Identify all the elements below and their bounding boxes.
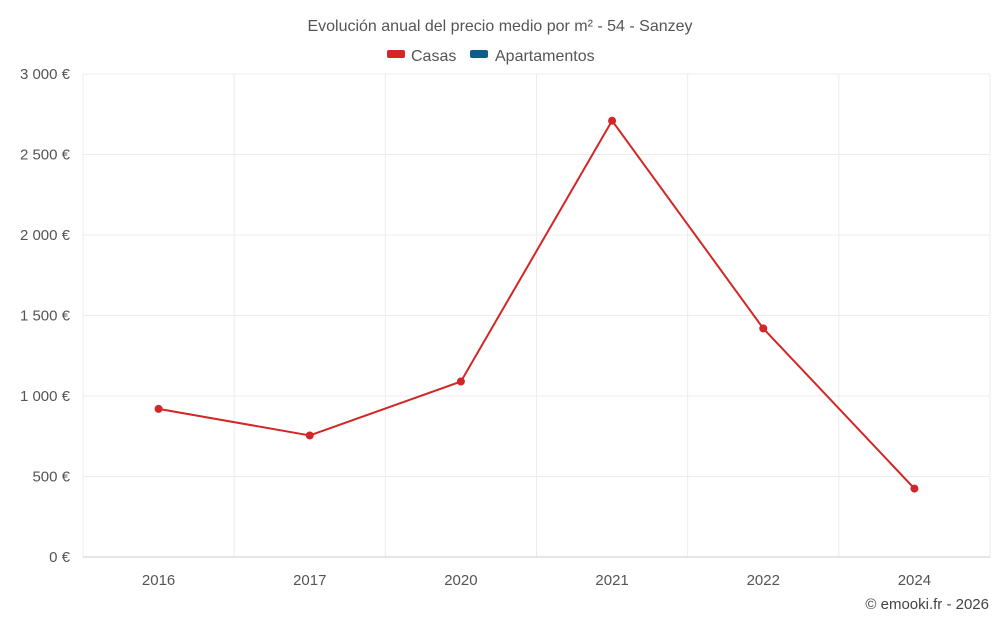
y-tick-label: 2 000 € [20,227,71,244]
legend-item-apartamentos[interactable]: Apartamentos [470,48,595,65]
series-line-casas [158,119,916,490]
x-tick-label: 2021 [595,572,628,589]
data-point-2020[interactable] [456,377,465,386]
x-tick-label: 2020 [444,572,477,589]
x-axis-ticks: 2016 2017 2020 2021 2022 2024 [142,572,931,589]
data-point-2024[interactable] [910,484,919,493]
y-tick-label: 0 € [49,549,71,566]
data-point-2022[interactable] [759,324,768,333]
y-tick-label: 3 000 € [20,66,71,83]
legend-swatch-apartamentos [470,50,488,58]
legend-swatch-casas [387,50,405,58]
credit-text: © emooki.fr - 2026 [865,596,989,613]
y-axis-ticks: 0 € 500 € 1 000 € 1 500 € 2 000 € 2 500 € 3 00… [20,66,71,566]
data-point-2017[interactable] [305,431,314,440]
y-tick-label: 1 500 € [20,308,71,325]
legend-label-apartamentos: Apartamentos [495,48,595,65]
data-point-2021[interactable] [608,116,617,125]
data-point-2016[interactable] [154,404,163,413]
chart-title: Evolución anual del precio medio por m² … [307,18,692,35]
legend-item-casas[interactable]: Casas [387,48,456,65]
y-tick-label: 1 000 € [20,388,71,405]
y-tick-label: 2 500 € [20,147,71,164]
y-tick-label: 500 € [32,469,70,486]
legend-label-casas: Casas [411,48,456,65]
x-tick-label: 2016 [142,572,175,589]
legend: Casas Apartamentos [387,48,595,65]
series-casas [154,116,919,493]
x-tick-label: 2017 [293,572,326,589]
x-tick-label: 2022 [747,572,780,589]
x-tick-label: 2024 [898,572,931,589]
grid [82,73,991,557]
